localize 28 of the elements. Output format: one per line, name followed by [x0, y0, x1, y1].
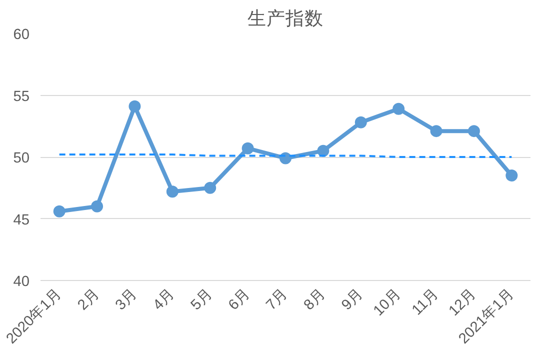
- point: [128, 100, 141, 112]
- x-tick-label: 6月: [226, 286, 254, 314]
- point: [392, 102, 405, 115]
- point: [53, 205, 66, 218]
- point: [91, 200, 104, 212]
- y-tick-label: 50: [13, 150, 30, 166]
- point: [166, 186, 178, 198]
- x-tick-label: 11月: [409, 286, 442, 319]
- point: [242, 142, 254, 154]
- x-tick-label: 10月: [370, 286, 404, 320]
- point: [204, 182, 216, 194]
- point: [430, 125, 442, 138]
- point: [506, 170, 518, 182]
- point: [468, 125, 480, 138]
- point: [354, 116, 367, 128]
- x-tick-label: 8月: [301, 286, 329, 314]
- y-tick-label: 55: [13, 88, 30, 105]
- x-tick-label: 9月: [338, 286, 367, 314]
- chart-title: 生产指数: [248, 8, 324, 28]
- point: [317, 144, 330, 157]
- y-tick-label: 60: [13, 27, 30, 43]
- y-tick-label: 45: [13, 212, 30, 228]
- x-tick-label: 5月: [188, 286, 216, 314]
- y-tick-label: 40: [13, 274, 30, 290]
- x-tick-label: 4月: [150, 286, 178, 314]
- x-tick-label: 3月: [112, 286, 140, 314]
- x-tick-label: 2月: [75, 286, 103, 314]
- x-tick-label: 7月: [263, 286, 292, 314]
